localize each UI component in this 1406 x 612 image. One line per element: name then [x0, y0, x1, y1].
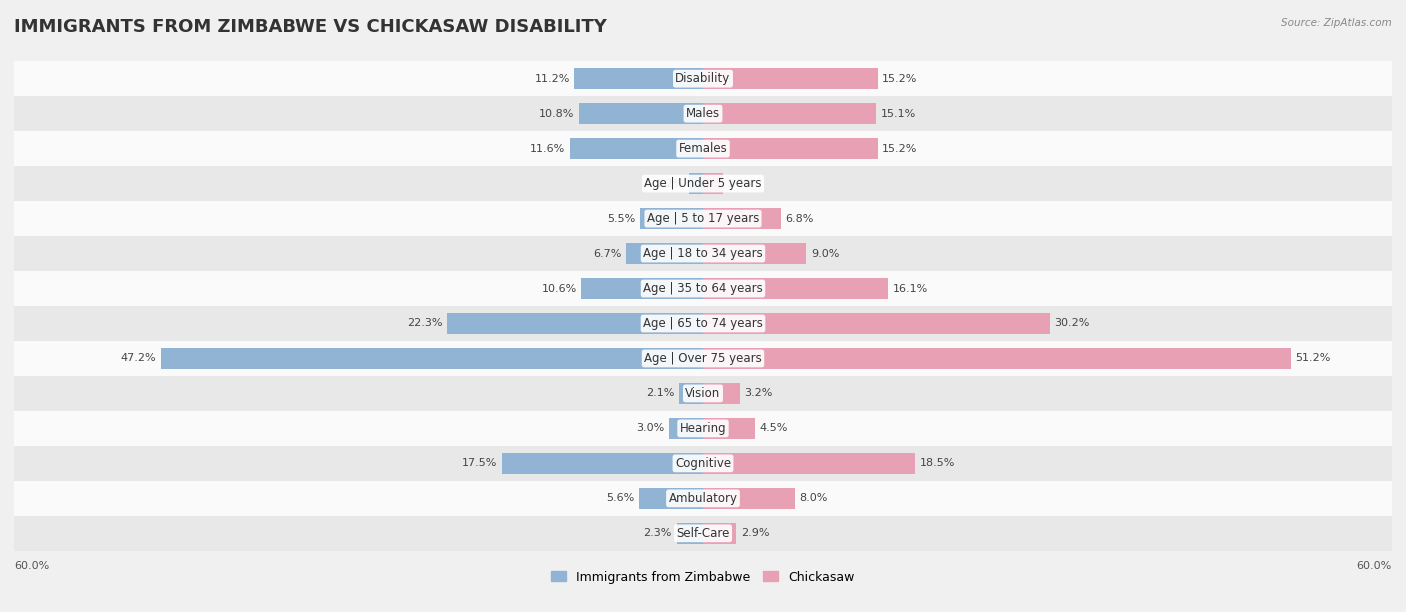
Text: Females: Females: [679, 142, 727, 155]
Bar: [703, 313, 1050, 334]
Bar: [703, 138, 877, 159]
Text: 47.2%: 47.2%: [121, 354, 156, 364]
Bar: [640, 208, 703, 229]
Bar: [502, 453, 703, 474]
Bar: [703, 243, 807, 264]
Text: Age | Over 75 years: Age | Over 75 years: [644, 352, 762, 365]
Bar: [14, 166, 1392, 201]
Bar: [703, 523, 737, 544]
Bar: [14, 236, 1392, 271]
Bar: [703, 68, 877, 89]
Text: Age | 18 to 34 years: Age | 18 to 34 years: [643, 247, 763, 260]
Bar: [162, 348, 703, 369]
Text: Hearing: Hearing: [679, 422, 727, 435]
Text: 11.2%: 11.2%: [534, 73, 569, 84]
Text: 2.3%: 2.3%: [644, 528, 672, 539]
Text: 15.2%: 15.2%: [882, 144, 918, 154]
Text: 5.6%: 5.6%: [606, 493, 634, 503]
Bar: [703, 173, 723, 194]
Bar: [703, 418, 755, 439]
Bar: [676, 523, 703, 544]
Text: 15.2%: 15.2%: [882, 73, 918, 84]
Text: 2.1%: 2.1%: [645, 389, 675, 398]
Text: IMMIGRANTS FROM ZIMBABWE VS CHICKASAW DISABILITY: IMMIGRANTS FROM ZIMBABWE VS CHICKASAW DI…: [14, 18, 607, 36]
Bar: [575, 68, 703, 89]
Bar: [14, 201, 1392, 236]
Text: 5.5%: 5.5%: [607, 214, 636, 223]
Bar: [581, 278, 703, 299]
Text: 6.7%: 6.7%: [593, 248, 621, 258]
Bar: [703, 488, 794, 509]
Text: 30.2%: 30.2%: [1054, 318, 1090, 329]
Text: Vision: Vision: [685, 387, 721, 400]
Text: Cognitive: Cognitive: [675, 457, 731, 470]
Bar: [14, 516, 1392, 551]
Text: 10.8%: 10.8%: [538, 109, 575, 119]
Bar: [703, 103, 876, 124]
Text: Self-Care: Self-Care: [676, 527, 730, 540]
Text: Disability: Disability: [675, 72, 731, 85]
Text: 51.2%: 51.2%: [1295, 354, 1331, 364]
Text: 9.0%: 9.0%: [811, 248, 839, 258]
Bar: [638, 488, 703, 509]
Text: Age | Under 5 years: Age | Under 5 years: [644, 177, 762, 190]
Text: 17.5%: 17.5%: [463, 458, 498, 468]
Text: 60.0%: 60.0%: [1357, 561, 1392, 570]
Bar: [14, 131, 1392, 166]
Text: 10.6%: 10.6%: [541, 283, 576, 294]
Bar: [703, 453, 915, 474]
Bar: [703, 383, 740, 404]
Text: Age | 35 to 64 years: Age | 35 to 64 years: [643, 282, 763, 295]
Text: 4.5%: 4.5%: [759, 424, 787, 433]
Text: 60.0%: 60.0%: [14, 561, 49, 570]
Bar: [14, 411, 1392, 446]
Text: 6.8%: 6.8%: [786, 214, 814, 223]
Bar: [703, 278, 887, 299]
Bar: [14, 61, 1392, 96]
Text: Age | 65 to 74 years: Age | 65 to 74 years: [643, 317, 763, 330]
Text: 2.9%: 2.9%: [741, 528, 769, 539]
Text: Source: ZipAtlas.com: Source: ZipAtlas.com: [1281, 18, 1392, 28]
Text: 11.6%: 11.6%: [530, 144, 565, 154]
Bar: [579, 103, 703, 124]
Bar: [689, 173, 703, 194]
Text: 1.2%: 1.2%: [657, 179, 685, 188]
Bar: [14, 446, 1392, 481]
Text: 18.5%: 18.5%: [920, 458, 956, 468]
Text: 1.7%: 1.7%: [727, 179, 755, 188]
Bar: [669, 418, 703, 439]
Text: 15.1%: 15.1%: [882, 109, 917, 119]
Bar: [447, 313, 703, 334]
Bar: [14, 271, 1392, 306]
Bar: [703, 208, 782, 229]
Text: Age | 5 to 17 years: Age | 5 to 17 years: [647, 212, 759, 225]
Text: 3.0%: 3.0%: [636, 424, 664, 433]
Bar: [14, 341, 1392, 376]
Bar: [626, 243, 703, 264]
Legend: Immigrants from Zimbabwe, Chickasaw: Immigrants from Zimbabwe, Chickasaw: [547, 565, 859, 589]
Bar: [569, 138, 703, 159]
Bar: [14, 306, 1392, 341]
Bar: [14, 481, 1392, 516]
Text: 3.2%: 3.2%: [744, 389, 773, 398]
Text: Males: Males: [686, 107, 720, 120]
Text: 8.0%: 8.0%: [800, 493, 828, 503]
Bar: [14, 96, 1392, 131]
Bar: [703, 348, 1291, 369]
Text: 16.1%: 16.1%: [893, 283, 928, 294]
Text: Ambulatory: Ambulatory: [668, 492, 738, 505]
Bar: [14, 376, 1392, 411]
Text: 22.3%: 22.3%: [406, 318, 443, 329]
Bar: [679, 383, 703, 404]
